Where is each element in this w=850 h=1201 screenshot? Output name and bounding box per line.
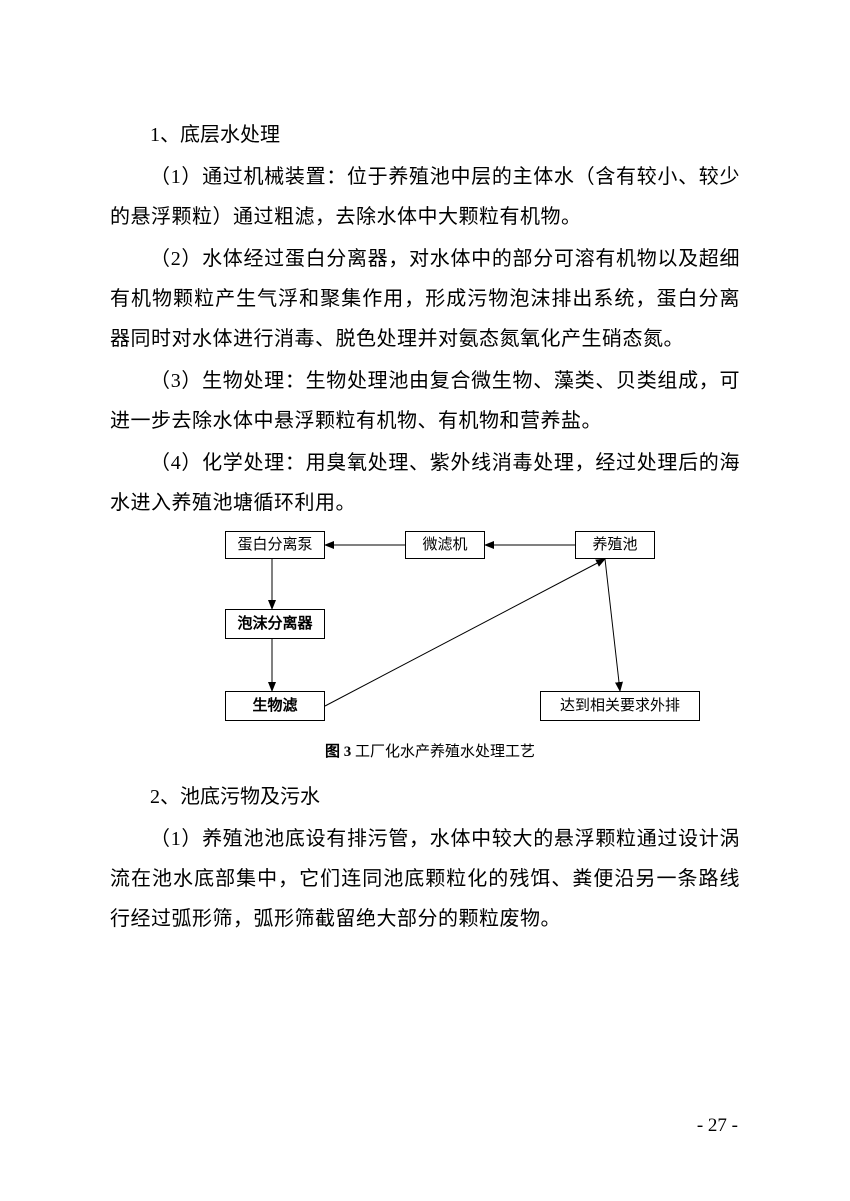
node-foam-separator: 泡沫分离器	[225, 609, 325, 639]
node-microfilter: 微滤机	[405, 531, 485, 559]
node-protein-pump: 蛋白分离泵	[225, 531, 325, 559]
section2-heading: 2、池底污物及污水	[110, 777, 740, 817]
section1-para1: （1）通过机械装置：位于养殖池中层的主体水（含有较小、较少的悬浮颗粒）通过粗滤，…	[110, 157, 740, 237]
section2-para1: （1）养殖池池底设有排污管，水体中较大的悬浮颗粒通过设计涡流在池水底部集中，它们…	[110, 819, 740, 939]
figure-caption: 图 3 工厂化水产养殖水处理工艺	[150, 737, 710, 767]
node-biofilter: 生物滤	[225, 691, 325, 721]
node-pond: 养殖池	[575, 531, 655, 559]
caption-text: 工厂化水产养殖水处理工艺	[355, 744, 535, 760]
section1-para2: （2）水体经过蛋白分离器，对水体中的部分可溶有机物以及超细有机物颗粒产生气浮和聚…	[110, 239, 740, 359]
flowchart-canvas: 蛋白分离泵 微滤机 养殖池泡沫分离器生物滤 达到相关要求外排	[150, 531, 710, 731]
section1-heading: 1、底层水处理	[110, 115, 740, 155]
node-discharge: 达到相关要求外排	[540, 691, 700, 721]
section1-para4: （4）化学处理：用臭氧处理、紫外线消毒处理，经过处理后的海水进入养殖池塘循环利用…	[110, 443, 740, 523]
document-body: 1、底层水处理 （1）通过机械装置：位于养殖池中层的主体水（含有较小、较少的悬浮…	[110, 115, 740, 939]
flowchart-figure: 蛋白分离泵 微滤机 养殖池泡沫分离器生物滤 达到相关要求外排 图 3 工厂化水产养殖水…	[150, 531, 710, 767]
caption-prefix: 图 3	[325, 744, 355, 760]
section1-para3: （3）生物处理：生物处理池由复合微生物、藻类、贝类组成，可进一步去除水体中悬浮颗…	[110, 361, 740, 441]
page-number: - 27 -	[697, 1115, 738, 1137]
